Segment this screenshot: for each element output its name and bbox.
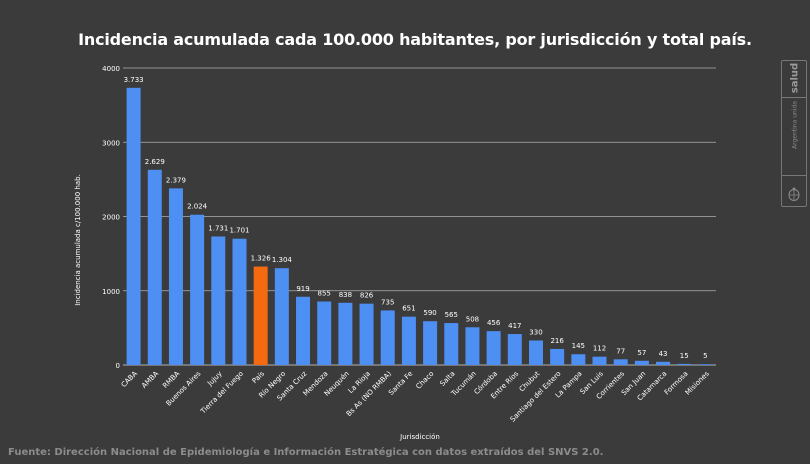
chart-title: Incidencia acumulada cada 100.000 habita…	[78, 30, 752, 49]
value-label: 565	[445, 311, 458, 319]
bars	[126, 87, 713, 365]
bar	[380, 310, 395, 365]
bar	[592, 356, 607, 365]
y-tick-label: 4000	[102, 65, 120, 73]
value-label: 43	[659, 350, 668, 358]
value-label: 1.304	[272, 256, 293, 264]
y-tick-label: 1000	[102, 288, 120, 296]
x-tick-label: CABA	[120, 370, 139, 389]
bar	[253, 266, 268, 365]
bar	[401, 316, 416, 365]
bar	[444, 323, 459, 365]
value-label: 1.701	[229, 227, 249, 235]
value-label: 651	[402, 305, 415, 313]
bar	[634, 360, 649, 365]
y-axis-label: Incidencia acumulada c/100.000 hab.	[74, 174, 82, 306]
bar	[698, 364, 713, 365]
value-label: 417	[508, 322, 521, 330]
source-note: Fuente: Dirección Nacional de Epidemiolo…	[8, 447, 604, 458]
value-label: 919	[296, 285, 309, 293]
value-label: 2.379	[166, 176, 186, 184]
bar	[507, 334, 522, 365]
value-label: 735	[381, 298, 394, 306]
bar	[465, 327, 480, 365]
value-label: 826	[360, 292, 374, 300]
value-label: 508	[466, 315, 479, 323]
value-label: 1.731	[208, 224, 228, 232]
value-label: 112	[593, 345, 606, 353]
value-label: 838	[339, 291, 352, 299]
value-label: 57	[637, 349, 646, 357]
bar	[147, 169, 162, 365]
national-seal-icon	[788, 187, 800, 201]
bar	[296, 296, 311, 365]
value-label: 590	[423, 309, 436, 317]
bar	[211, 236, 226, 365]
salud-wordmark: salud	[789, 62, 801, 94]
value-label: 3.733	[124, 76, 144, 84]
x-tick-label: AMBA	[140, 370, 160, 390]
bar	[359, 303, 374, 365]
bar	[274, 268, 289, 365]
value-label: 2.629	[145, 158, 165, 166]
bar	[486, 331, 501, 365]
bar	[677, 363, 692, 365]
x-tick-label: País	[251, 370, 267, 386]
logo-divider	[782, 175, 806, 176]
value-label: 456	[487, 319, 501, 327]
y-tick-label: 2000	[102, 214, 120, 222]
bar	[613, 359, 628, 365]
value-label: 216	[550, 337, 564, 345]
bar	[571, 354, 586, 365]
value-label: 2.024	[187, 203, 208, 211]
x-tick-label: Jujuy	[205, 370, 223, 388]
bar	[550, 348, 565, 365]
bar	[528, 340, 543, 365]
x-tick-label: Salta	[438, 370, 456, 388]
bar	[317, 301, 332, 365]
value-label: 15	[680, 352, 689, 360]
bar	[126, 87, 141, 365]
bar	[656, 361, 671, 365]
bar	[190, 214, 205, 365]
bar	[168, 188, 183, 365]
bar	[338, 302, 353, 365]
value-labels: 3.733 2.629 2.379 2.024 1.731 1.701 1.326 1.304…	[124, 76, 708, 360]
argentina-unida-wordmark: Argentina unida	[791, 101, 799, 149]
logo-divider	[782, 97, 806, 98]
value-label: 855	[318, 290, 331, 298]
value-label: 330	[529, 328, 542, 336]
x-tick-label: Misiones	[684, 370, 711, 397]
value-label: 5	[703, 352, 707, 360]
bar	[423, 321, 438, 365]
value-label: 77	[616, 347, 625, 355]
y-tick-labels: 0 1000 2000 3000 4000	[102, 65, 120, 370]
bar	[232, 238, 247, 365]
value-label: 145	[572, 342, 585, 350]
x-tick-label: Chaco	[414, 370, 435, 391]
y-tick-label: 3000	[102, 139, 120, 147]
x-axis-label: Jurisdicción	[399, 433, 440, 441]
y-tick-label: 0	[116, 362, 120, 370]
value-label: 1.326	[251, 255, 272, 263]
salud-logo: salud Argentina unida	[781, 60, 807, 207]
